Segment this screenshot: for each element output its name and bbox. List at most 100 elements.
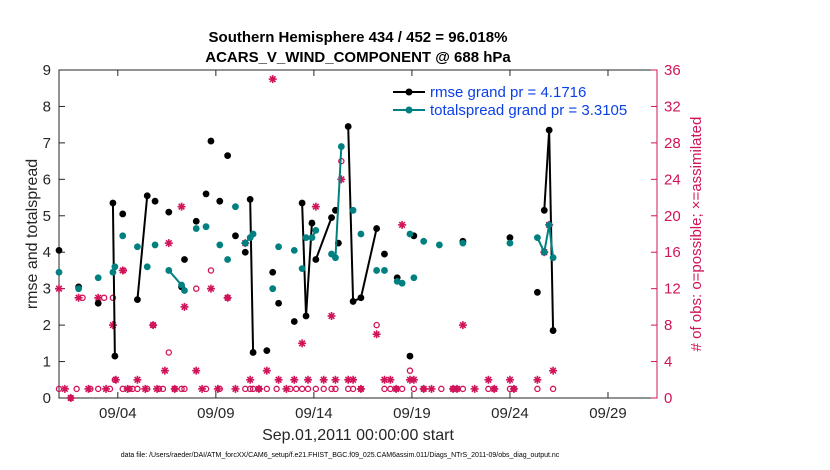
obs-assimilated-point [102, 384, 111, 393]
totalspread-point [549, 254, 557, 262]
obs-possible-point [312, 385, 320, 393]
rmse-point [109, 199, 117, 207]
y-tick-label-right: 24 [664, 171, 681, 188]
totalspread-point [94, 274, 102, 282]
rmse-segment [548, 130, 555, 331]
rmse-point [545, 126, 553, 134]
y-tick-label-left: 7 [43, 135, 51, 152]
obs-possible-point [263, 385, 271, 393]
x-tick-label: 09/14 [295, 405, 333, 422]
totalspread-point [119, 232, 127, 240]
rmse-point [357, 294, 365, 302]
totalspread-point [298, 265, 306, 273]
obs-possible-point [134, 385, 141, 393]
rmse-segment [347, 126, 355, 302]
rmse-point [328, 214, 335, 222]
y-tick-label-right: 8 [664, 317, 672, 334]
rmse-segment [111, 203, 116, 357]
obs-assimilated-point [164, 239, 173, 248]
legend-totalspread-label: totalspread grand pr = 3.3105 [430, 102, 627, 119]
obs-assimilated-point [311, 202, 320, 211]
obs-possible-point [320, 385, 327, 393]
obs-possible-point [109, 294, 117, 302]
rmse-point [249, 349, 257, 356]
totalspread-segment [334, 146, 343, 258]
rmse-point [207, 137, 215, 145]
obs-assimilated-point [298, 339, 307, 348]
obs-possible-point [165, 349, 173, 356]
x-axis-label: Sep.01,2011 00:00:00 start [262, 427, 454, 444]
obs-assimilated-point [268, 75, 277, 84]
rmse-point [344, 123, 352, 130]
totalspread-point [545, 221, 553, 229]
rmse-point [165, 208, 173, 216]
y-tick-label-left: 3 [43, 281, 51, 298]
y-tick-label-left: 6 [43, 171, 51, 188]
rmse-point [241, 248, 249, 256]
obs-possible-point [410, 385, 418, 393]
obs-assimilated-point [427, 384, 436, 393]
obs-assimilated-point [490, 384, 499, 393]
obs-assimilated-point [549, 366, 558, 375]
y-tick-label-left: 2 [43, 317, 51, 334]
obs-assimilated-point [84, 384, 93, 393]
obs-possible-point [549, 385, 557, 393]
totalspread-point [109, 268, 117, 276]
totalspread-point [55, 268, 63, 276]
obs-assimilated-point [372, 330, 381, 339]
obs-assimilated-point [223, 293, 232, 302]
obs-possible-point [381, 385, 388, 393]
obs-assimilated-point [262, 366, 271, 375]
obs-possible-point [246, 385, 254, 393]
x-tick-label: 09/09 [197, 405, 235, 422]
obs-assimilated-point [231, 384, 240, 393]
totalspread-point [332, 254, 339, 262]
legend: rmse grand pr = 4.1716 totalspread grand… [388, 78, 650, 122]
rmse-point [192, 217, 200, 225]
y-tick-label-right: 0 [664, 390, 672, 407]
rmse-segment [359, 228, 378, 298]
rmse-point [349, 298, 357, 305]
obs-possible-point [298, 385, 306, 393]
totalspread-point [420, 237, 428, 245]
rmse-segment [314, 217, 333, 260]
obs-assimilated-point [356, 384, 365, 393]
obs-assimilated-point [177, 202, 186, 211]
totalspread-point [178, 281, 185, 289]
rmse-segment [136, 195, 149, 300]
chart-title-line1: Southern Hemisphere 434 / 452 = 96.018% [209, 29, 508, 46]
obs-assimilated-point [304, 375, 313, 384]
totalspread-point [75, 285, 83, 293]
obs-possible-point [178, 385, 185, 393]
obs-possible-point [332, 385, 339, 393]
rmse-point [302, 312, 310, 320]
rmse-point [540, 206, 548, 214]
y-tick-label-left: 1 [43, 354, 51, 371]
rmse-point [202, 190, 210, 198]
x-tick-label: 09/19 [393, 405, 431, 422]
obs-assimilated-point [213, 384, 222, 393]
rmse-point [549, 327, 557, 334]
obs-possible-point [181, 385, 188, 393]
obs-assimilated-point [290, 375, 299, 384]
rmse-point [263, 347, 271, 355]
x-tick-label: 09/29 [589, 405, 627, 422]
obs-assimilated-point [118, 266, 127, 275]
obs-assimilated-point [349, 375, 358, 384]
totalspread-point [308, 234, 316, 242]
totalspread-point [410, 274, 418, 282]
totalspread-segment [543, 224, 551, 253]
rmse-segment [543, 130, 551, 211]
y-tick-label-right: 4 [664, 354, 672, 371]
obs-assimilated-point [470, 384, 479, 393]
totalspread-point [459, 239, 467, 247]
obs-assimilated-point [192, 366, 201, 375]
obs-possible-point [273, 385, 280, 393]
y-axis-label-right: # of obs: o=possible; ×=assimilated [688, 117, 705, 352]
totalspread-point [275, 243, 282, 251]
totalspread-point [241, 239, 249, 247]
y-tick-label-right: 36 [664, 62, 681, 79]
totalspread-point [406, 230, 414, 238]
rmse-point [232, 232, 239, 240]
